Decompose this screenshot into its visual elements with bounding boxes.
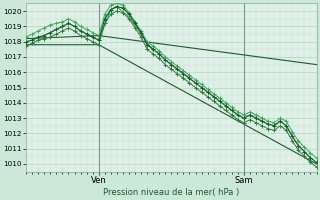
X-axis label: Pression niveau de la mer( hPa ): Pression niveau de la mer( hPa ) <box>103 188 239 197</box>
